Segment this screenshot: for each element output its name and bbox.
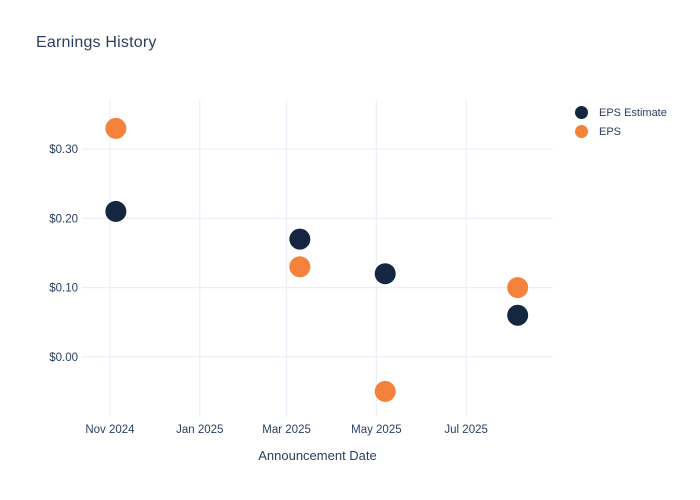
data-point-eps-estimate[interactable] [507,304,529,326]
y-tick-label: $0.30 [49,144,78,156]
data-point-eps-estimate[interactable] [374,263,396,285]
legend: EPS Estimate EPS [575,106,667,138]
data-point-eps[interactable] [507,277,529,299]
data-point-eps-estimate[interactable] [105,200,127,222]
x-tick-label: Jul 2025 [444,424,487,436]
x-axis-title: Announcement Date [258,448,377,463]
x-tick-label: Nov 2024 [85,424,135,436]
x-tick-label: May 2025 [351,424,402,436]
chart-title: Earnings History [36,34,157,51]
legend-marker-icon [575,106,588,119]
x-tick-label: Jan 2025 [176,424,223,436]
legend-item-label: EPS Estimate [599,106,667,119]
legend-item-eps-estimate[interactable]: EPS Estimate [575,106,667,119]
y-tick-label: $0.20 [49,213,78,225]
legend-item-eps[interactable]: EPS [575,125,667,138]
legend-item-label: EPS [599,125,622,138]
y-tick-label: $0.00 [49,352,78,364]
data-point-eps[interactable] [289,256,311,278]
data-point-eps-estimate[interactable] [289,228,311,250]
x-tick-label: Mar 2025 [262,424,311,436]
data-point-eps[interactable] [374,380,396,402]
data-point-eps[interactable] [105,117,127,139]
legend-marker-icon [575,125,588,138]
y-tick-label: $0.10 [49,283,78,295]
